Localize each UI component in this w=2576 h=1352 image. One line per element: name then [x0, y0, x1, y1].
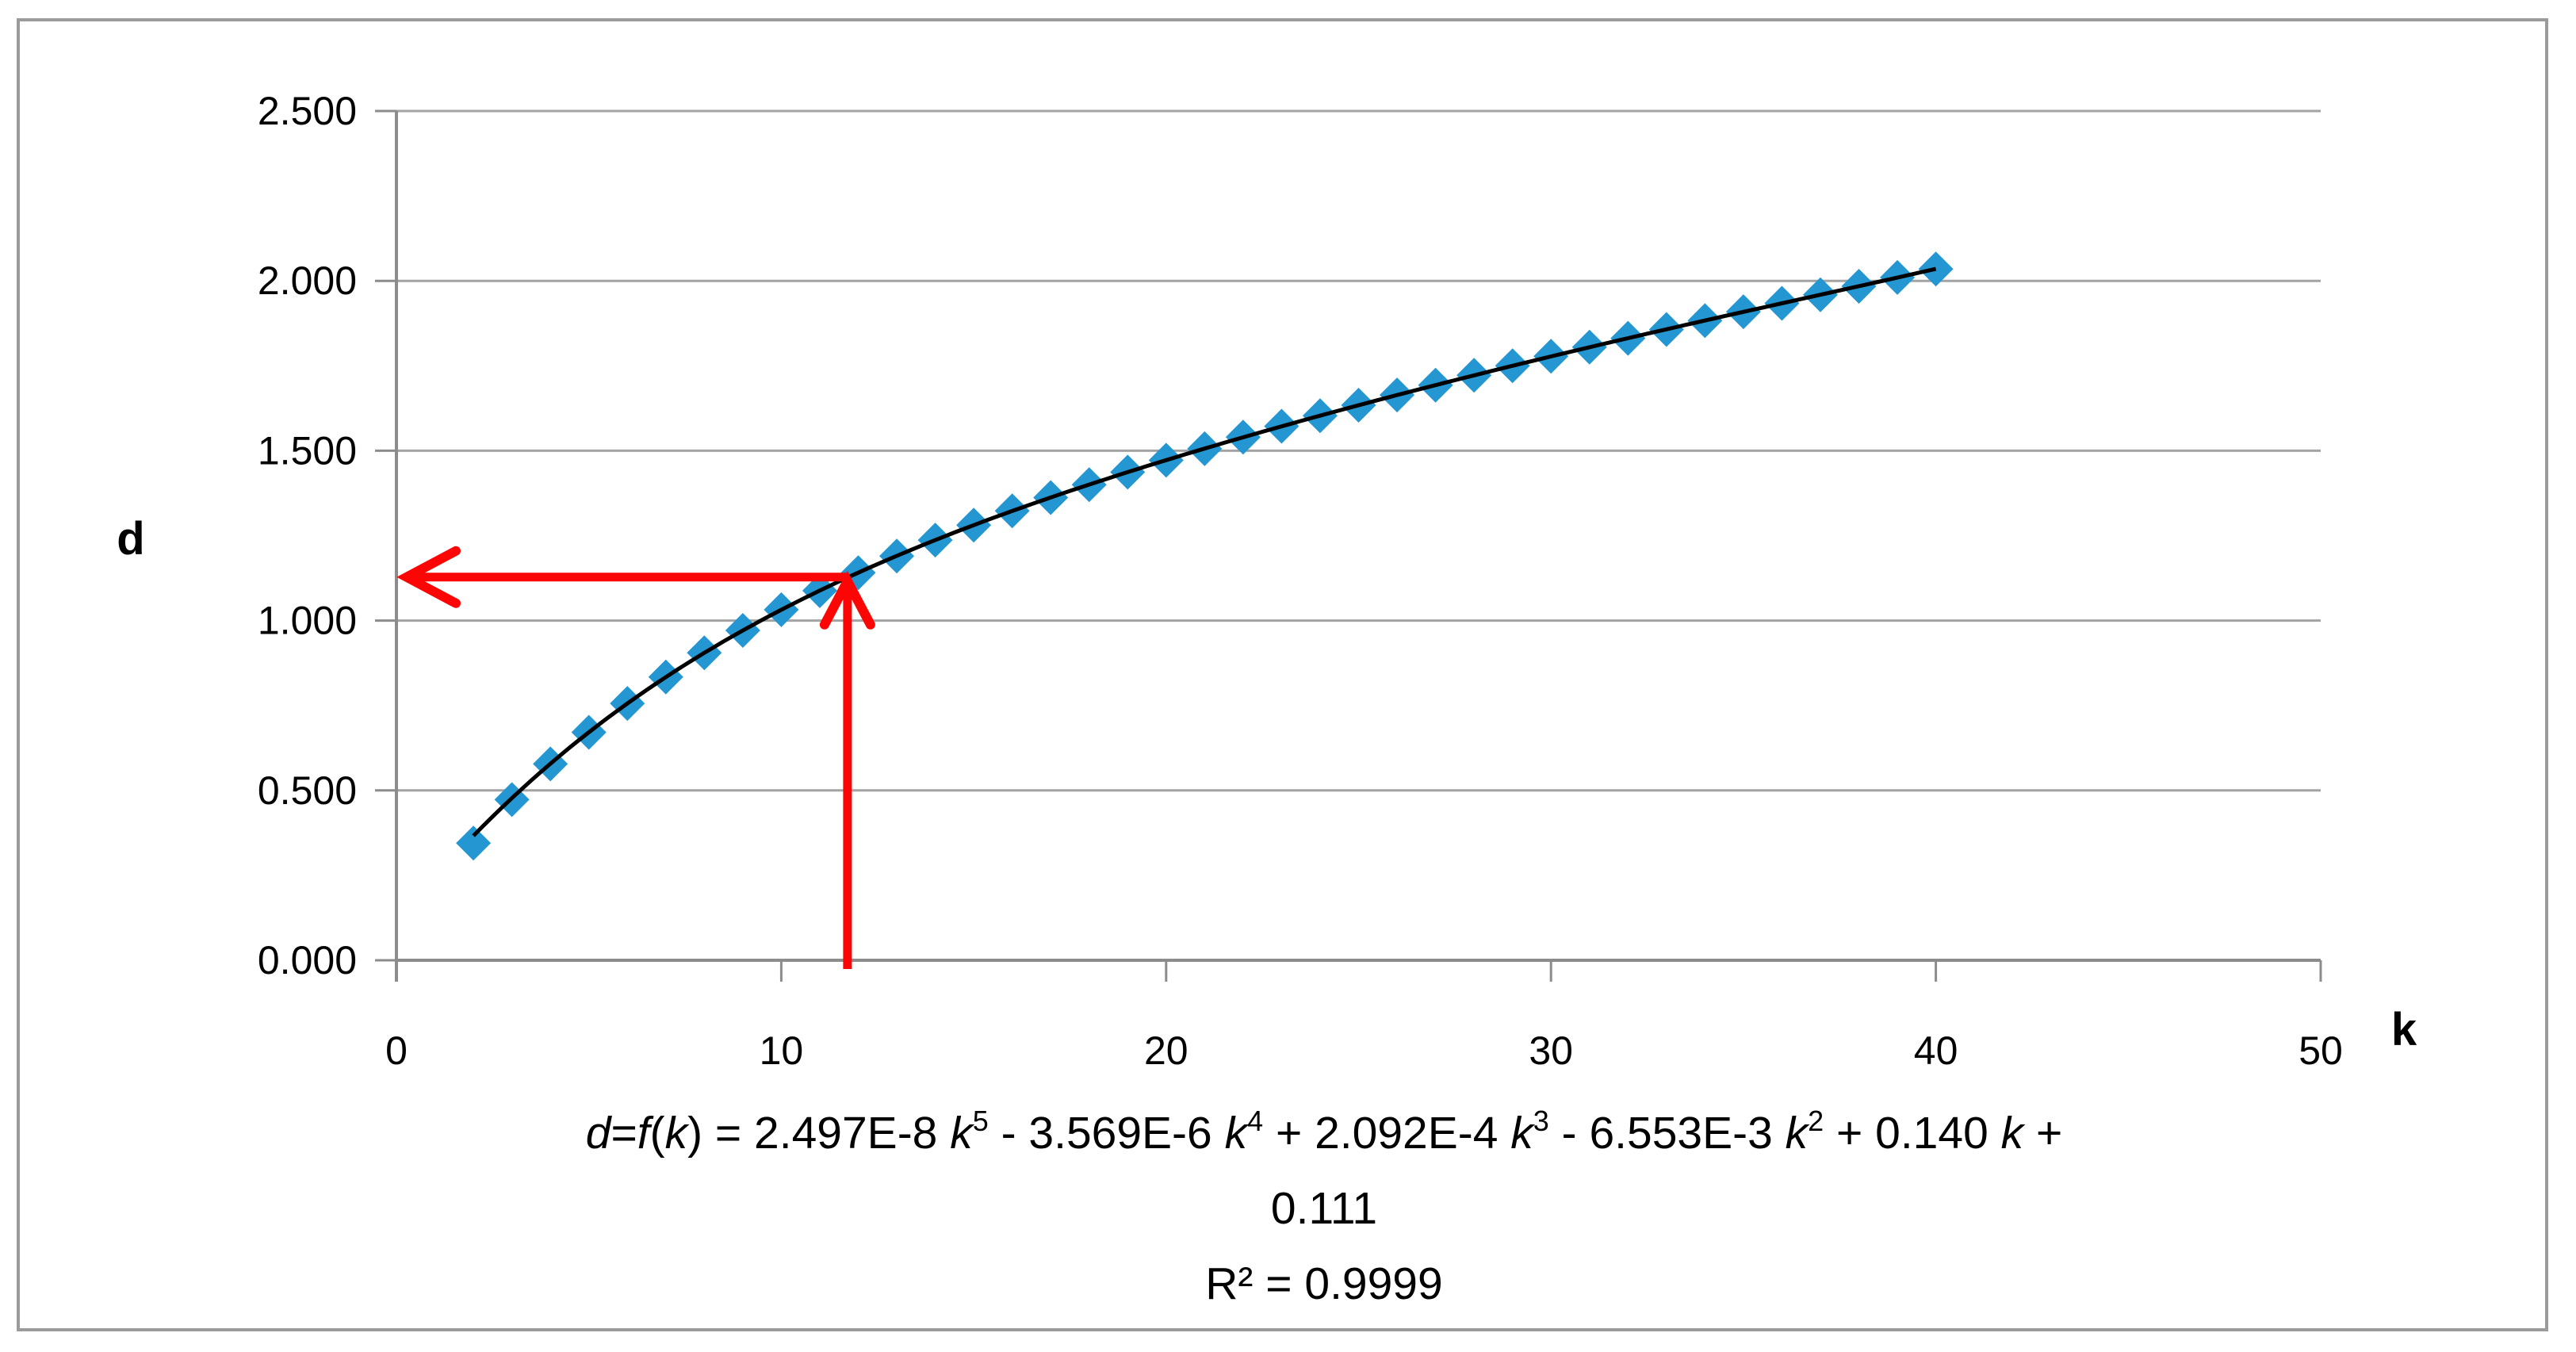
left-arrowhead	[396, 546, 461, 608]
equation-line-1: d=f(k) = 2.497E-8 k5 - 3.569E-6 k4 + 2.0…	[586, 1105, 2062, 1159]
equation-superscript: 2	[1808, 1105, 1824, 1137]
equation-line-2: 0.111	[1271, 1183, 1377, 1234]
axis-ticks	[375, 109, 2322, 982]
equation-segment: f	[637, 1108, 654, 1159]
equation-superscript: 4	[1247, 1105, 1263, 1137]
y-tick-label: 1.500	[258, 428, 357, 473]
equation-superscript: 5	[973, 1105, 989, 1137]
equation: d=f(k) = 2.497E-8 k5 - 3.569E-6 k4 + 2.0…	[586, 1105, 2062, 1309]
equation-segment: + 2.092E-4	[1263, 1108, 1510, 1159]
y-tick-labels: 0.000 0.500 1.000 1.500 2.000 2.500	[258, 89, 357, 982]
x-tick-label: 40	[1914, 1028, 1958, 1073]
x-tick-label: 20	[1144, 1028, 1188, 1073]
axes	[395, 111, 2321, 982]
r-squared-label: R² = 0.9999	[1205, 1258, 1442, 1309]
trendline	[472, 266, 1937, 837]
equation-segment: k	[1786, 1108, 1810, 1159]
y-tick-label: 1.000	[258, 599, 357, 643]
up-arrowhead	[819, 570, 875, 630]
equation-segment: k	[950, 1108, 974, 1159]
equation-segment: - 6.553E-3	[1549, 1108, 1786, 1159]
y-axis-title: d	[117, 513, 144, 565]
y-tick-label: 0.500	[258, 768, 357, 813]
x-tick-labels: 0 10 20 30 40 50	[385, 1028, 2343, 1073]
equation-superscript: 3	[1533, 1105, 1549, 1137]
equation-segment: +	[2023, 1108, 2062, 1159]
x-tick-label: 10	[760, 1028, 804, 1073]
equation-segment: k	[665, 1108, 690, 1159]
equation-segment: k	[1510, 1108, 1535, 1159]
equation-segment: - 3.569E-6	[989, 1108, 1225, 1159]
equation-segment: + 0.140	[1824, 1108, 2000, 1159]
equation-segment: (	[650, 1108, 665, 1159]
y-tick-label: 2.500	[258, 89, 357, 133]
equation-segment: ) = 2.497E-8	[687, 1108, 950, 1159]
y-tick-label: 0.000	[258, 938, 357, 982]
y-tick-label: 2.000	[258, 259, 357, 303]
data-point-marker	[456, 825, 492, 861]
equation-segment: k	[2001, 1108, 2026, 1159]
equation-segment: =	[611, 1108, 637, 1159]
x-axis-title: k	[2391, 1004, 2417, 1055]
equation-segment: d	[586, 1108, 613, 1159]
x-tick-label: 30	[1529, 1028, 1573, 1073]
annotation-arrows	[396, 546, 875, 969]
figure-border	[17, 18, 2548, 1331]
x-tick-label: 0	[385, 1028, 408, 1073]
x-tick-label: 50	[2298, 1028, 2343, 1073]
equation-segment: k	[1225, 1108, 1250, 1159]
